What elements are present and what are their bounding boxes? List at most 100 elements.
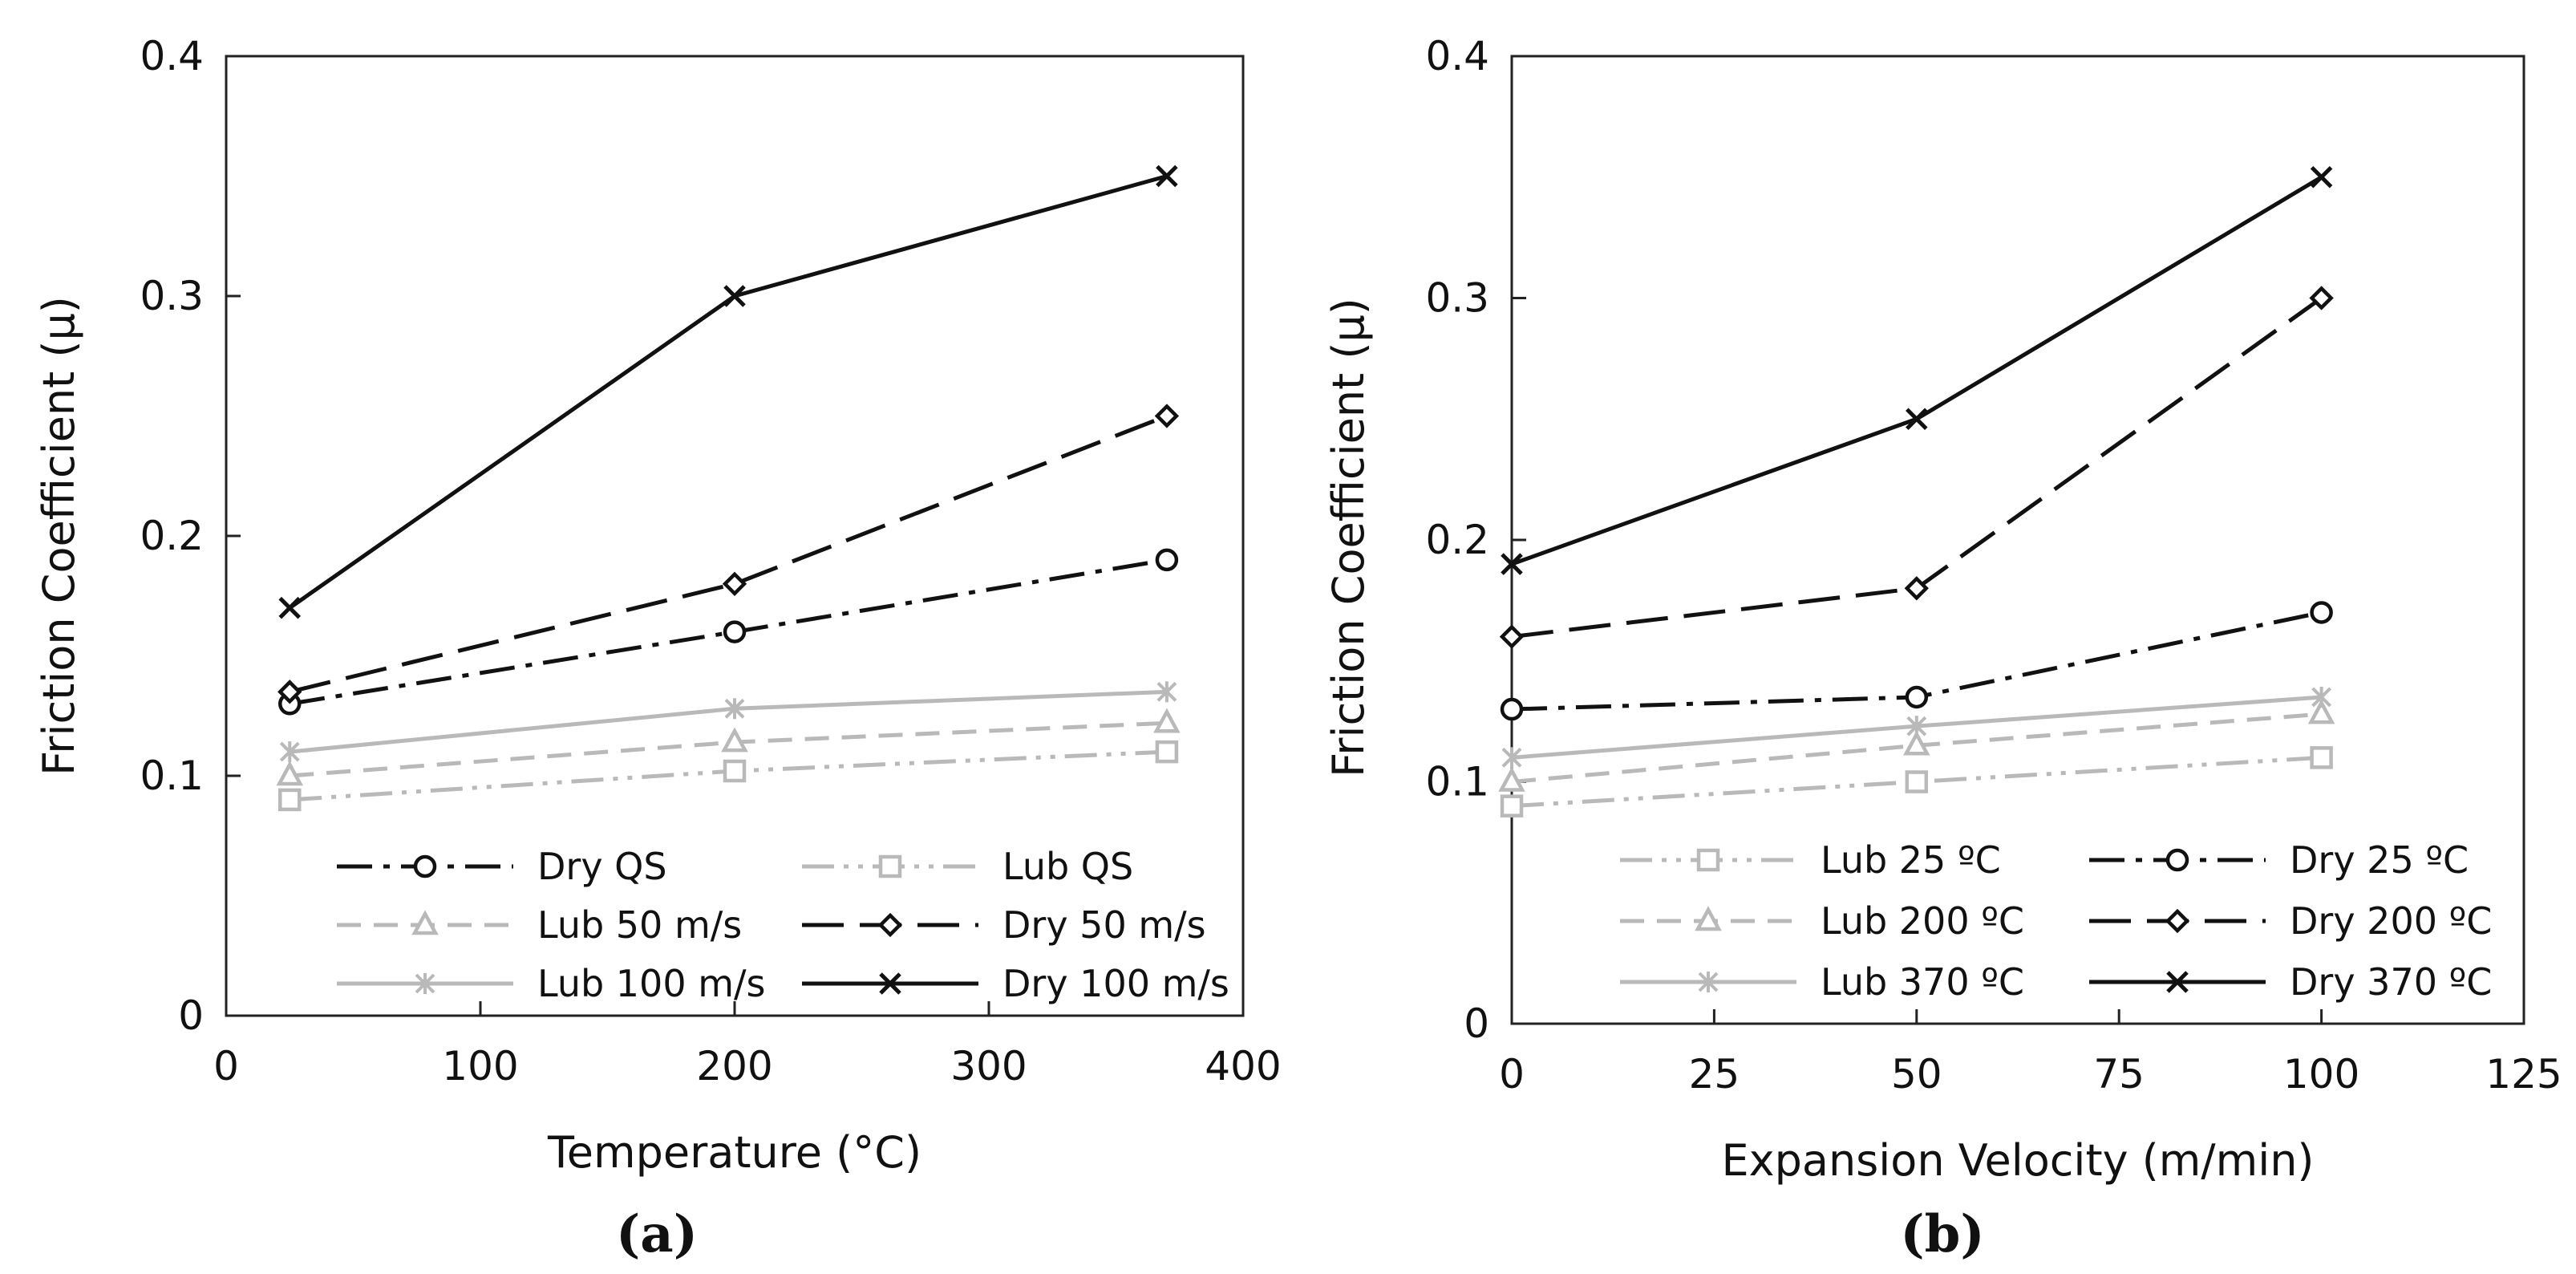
x-tick-label: 0	[1499, 1051, 1525, 1098]
legend-item: Dry 370 ºC	[2089, 960, 2492, 1004]
x-tick-label: 400	[1205, 1043, 1281, 1089]
legend-item: Lub 200 ºC	[1620, 899, 2024, 943]
series-dry-370-c	[1501, 165, 2333, 575]
legend-label: Dry 50 m/s	[1002, 903, 1206, 947]
legend-item: Lub 25 ºC	[1620, 838, 2001, 882]
series-line	[1511, 175, 2323, 566]
y-tick-label: 0.2	[1425, 517, 1489, 563]
series-dry-25-c	[1500, 601, 2333, 721]
data-point	[1903, 730, 1930, 756]
chart-panel-b: 0 0.1 0.2 0.3 0.4 0 25 50 75 100 125 Lub 25 ºC Dry…	[1323, 33, 2562, 1264]
data-point	[723, 285, 746, 307]
data-point	[1499, 624, 1525, 649]
series-line	[289, 414, 1168, 694]
panel-b-x-axis-title: Expansion Velocity (m/min)	[1722, 1135, 2315, 1186]
legend-item: Lub QS	[802, 845, 1133, 888]
data-point	[723, 759, 747, 783]
legend-label: Lub QS	[1002, 845, 1133, 888]
data-point	[723, 620, 747, 643]
data-point	[724, 698, 745, 720]
legend-marker	[1698, 972, 1719, 992]
data-point	[279, 741, 300, 763]
legend-label: Dry 200 ºC	[2290, 899, 2492, 943]
legend-item: Dry 50 m/s	[802, 903, 1206, 947]
y-tick-label: 0.1	[140, 753, 204, 799]
x-tick-label: 300	[950, 1043, 1027, 1089]
x-tick-label: 25	[1689, 1051, 1740, 1098]
legend-marker	[2165, 848, 2189, 872]
legend-marker	[415, 973, 435, 994]
legend-label: Lub 370 ºC	[1821, 960, 2024, 1004]
data-point	[1905, 770, 1929, 793]
y-tick-label: 0	[178, 992, 204, 1039]
panel-a-label: (a)	[616, 1204, 698, 1264]
legend-item: Dry 200 ºC	[2089, 899, 2492, 943]
series-lub-200-c	[1498, 699, 2335, 792]
legend-marker	[879, 972, 901, 995]
legend-item: Lub 50 m/s	[337, 903, 742, 947]
series-lub-qs	[278, 740, 1179, 812]
panel-a-y-ticks: 0 0.1 0.2 0.3 0.4	[140, 33, 241, 1039]
chart-panel-a: 0 0.1 0.2 0.3 0.4 0 100 200 300 400 Dry QS Lub QS…	[34, 33, 1282, 1264]
legend-label: Dry 25 ºC	[2290, 838, 2469, 882]
data-point	[278, 596, 302, 619]
data-point	[2309, 286, 2334, 310]
data-point	[2310, 165, 2333, 189]
series-dry-qs	[278, 548, 1179, 716]
legend-label: Lub 50 m/s	[537, 903, 742, 947]
legend-label: Lub 100 m/s	[537, 962, 766, 1005]
legend-marker	[2166, 971, 2189, 993]
series-dry-100-m-s	[278, 164, 1178, 619]
panel-b-legend: Lub 25 ºC Dry 25 ºC Lub 200 ºC Dry 200 ºC Lu…	[1620, 838, 2492, 1004]
legend-label: Dry 370 ºC	[2290, 960, 2492, 1004]
data-point	[1501, 553, 1523, 575]
x-tick-label: 100	[442, 1043, 518, 1089]
y-tick-label: 0.4	[140, 33, 204, 79]
legend-item: Dry 25 ºC	[2089, 838, 2469, 882]
data-point	[1500, 697, 1524, 721]
panel-a-y-axis-title: Friction Coefficient (μ)	[34, 296, 84, 776]
x-tick-label: 200	[696, 1043, 772, 1089]
panel-a-x-axis-title: Temperature (°C)	[547, 1127, 921, 1178]
data-point	[277, 680, 302, 704]
y-tick-label: 0.1	[1425, 759, 1489, 805]
series-line	[288, 174, 1168, 610]
data-point	[2310, 746, 2333, 769]
legend-marker	[411, 910, 439, 935]
data-point	[722, 571, 747, 596]
legend-marker	[1696, 848, 1720, 872]
legend-item: Lub 100 m/s	[337, 962, 766, 1005]
data-point	[1153, 708, 1181, 733]
y-tick-label: 0.3	[1425, 275, 1489, 322]
data-point	[276, 761, 304, 786]
data-point	[1154, 404, 1180, 428]
series-lub-370-c	[1501, 686, 2332, 769]
data-point	[1906, 716, 1927, 737]
y-tick-label: 0.2	[140, 513, 204, 559]
legend-marker	[413, 854, 437, 878]
legend-label: Lub 25 ºC	[1821, 838, 2001, 882]
data-point	[1906, 408, 1928, 431]
data-point	[1156, 681, 1177, 703]
y-tick-label: 0.3	[140, 273, 204, 319]
legend-marker	[2165, 908, 2190, 934]
legend-item: Lub 370 ºC	[1620, 960, 2024, 1004]
series-lub-100-m-s	[279, 681, 1177, 763]
x-tick-label: 100	[2283, 1051, 2359, 1098]
data-point	[1501, 747, 1522, 769]
data-point	[1500, 794, 1524, 818]
data-point	[1905, 685, 1929, 709]
panel-a-series	[276, 164, 1181, 812]
data-point	[1904, 576, 1929, 601]
data-point	[1155, 548, 1179, 572]
panel-b-y-axis-title: Friction Coefficient (μ)	[1323, 298, 1374, 777]
y-tick-label: 0.4	[1425, 33, 1489, 79]
legend-label: Dry 100 m/s	[1002, 962, 1229, 1005]
panel-a-legend: Dry QS Lub QS Lub 50 m/s Dry 50 m/s Lub 100 …	[337, 845, 1229, 1005]
series-dry-200-c	[1499, 286, 2334, 649]
panel-a-x-ticks: 0 100 200 300 400	[213, 1001, 1282, 1089]
data-point	[1156, 164, 1178, 188]
x-tick-label: 0	[213, 1043, 239, 1089]
data-point	[1498, 766, 1525, 792]
